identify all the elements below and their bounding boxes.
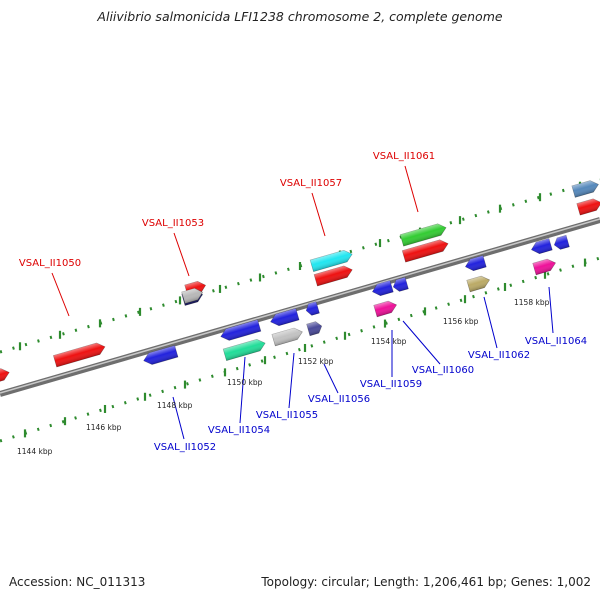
forward-gene-label[interactable]: VSAL_II1053 bbox=[142, 218, 204, 229]
reverse-gene-label[interactable]: VSAL_II1056 bbox=[308, 394, 370, 405]
position-tick-label: 1148 kbp bbox=[157, 401, 193, 410]
gene-feature[interactable] bbox=[532, 257, 557, 276]
position-tick-label: 1150 kbp bbox=[227, 378, 263, 387]
reverse-dotted-track bbox=[0, 256, 600, 443]
gene-feature[interactable] bbox=[576, 197, 600, 216]
position-tick-label: 1158 kbp bbox=[514, 298, 550, 307]
forward-gene-label[interactable]: VSAL_II1057 bbox=[280, 178, 342, 189]
chromosome-backbone bbox=[0, 217, 600, 397]
gene-feature[interactable] bbox=[392, 276, 409, 292]
reverse-gene-label[interactable]: VSAL_II1064 bbox=[525, 336, 587, 347]
position-tick-label: 1144 kbp bbox=[17, 447, 53, 456]
reverse-gene-label[interactable]: VSAL_II1060 bbox=[412, 365, 474, 376]
gene-feature[interactable] bbox=[553, 234, 570, 250]
gene-label-leader bbox=[51, 272, 70, 317]
gene-feature[interactable] bbox=[530, 238, 553, 255]
gene-feature[interactable] bbox=[271, 326, 304, 347]
gene-label-leader bbox=[288, 352, 295, 409]
reverse-gene-label[interactable]: VSAL_II1055 bbox=[256, 410, 318, 421]
gene-label-leader bbox=[323, 363, 339, 394]
gene-feature[interactable] bbox=[401, 238, 450, 263]
reverse-gene-label[interactable]: VSAL_II1054 bbox=[208, 425, 270, 436]
forward-gene-label[interactable]: VSAL_II1050 bbox=[19, 258, 81, 269]
gene-feature[interactable] bbox=[0, 367, 11, 390]
reverse-gene-label[interactable]: VSAL_II1059 bbox=[360, 379, 422, 390]
position-tick-label: 1156 kbp bbox=[443, 317, 479, 326]
gene-feature[interactable] bbox=[305, 301, 320, 317]
gene-label-leader bbox=[173, 232, 190, 277]
gene-label-leader bbox=[239, 356, 246, 424]
genome-summary: Topology: circular; Length: 1,206,461 bp… bbox=[261, 575, 591, 589]
gene-feature[interactable] bbox=[52, 341, 106, 368]
gene-feature[interactable] bbox=[142, 345, 179, 367]
gene-label-leader bbox=[548, 286, 554, 334]
gene-feature[interactable] bbox=[306, 320, 324, 337]
reverse-gene-label[interactable]: VSAL_II1062 bbox=[468, 350, 530, 361]
chromosome-backbone-highlight bbox=[0, 218, 600, 394]
gene-feature[interactable] bbox=[373, 299, 398, 318]
map-title: Aliivibrio salmonicida LFI1238 chromosom… bbox=[97, 9, 503, 24]
gene-label-leader bbox=[483, 296, 498, 349]
gene-feature[interactable] bbox=[222, 337, 267, 361]
gene-feature[interactable] bbox=[309, 248, 354, 272]
gene-feature[interactable] bbox=[371, 280, 394, 297]
forward-gene-label[interactable]: VSAL_II1061 bbox=[373, 151, 435, 162]
gene-label-leader bbox=[311, 192, 326, 237]
gene-label-leader bbox=[172, 396, 185, 440]
gene-feature[interactable] bbox=[399, 222, 448, 247]
gene-feature[interactable] bbox=[269, 307, 300, 327]
reverse-gene-label[interactable]: VSAL_II1052 bbox=[154, 442, 216, 453]
gene-feature[interactable] bbox=[313, 264, 354, 287]
gene-feature[interactable] bbox=[464, 255, 487, 272]
gene-feature[interactable] bbox=[571, 179, 600, 198]
gene-feature[interactable] bbox=[181, 286, 205, 304]
gene-label-leader bbox=[404, 165, 419, 213]
accession-label: Accession: NC_011313 bbox=[9, 575, 146, 589]
position-tick-label: 1154 kbp bbox=[371, 337, 407, 346]
gene-label-leader bbox=[402, 320, 441, 365]
position-tick-label: 1146 kbp bbox=[86, 423, 122, 432]
gene-feature[interactable] bbox=[466, 274, 491, 293]
position-tick-label: 1152 kbp bbox=[298, 357, 334, 366]
gene-feature[interactable] bbox=[219, 319, 262, 343]
